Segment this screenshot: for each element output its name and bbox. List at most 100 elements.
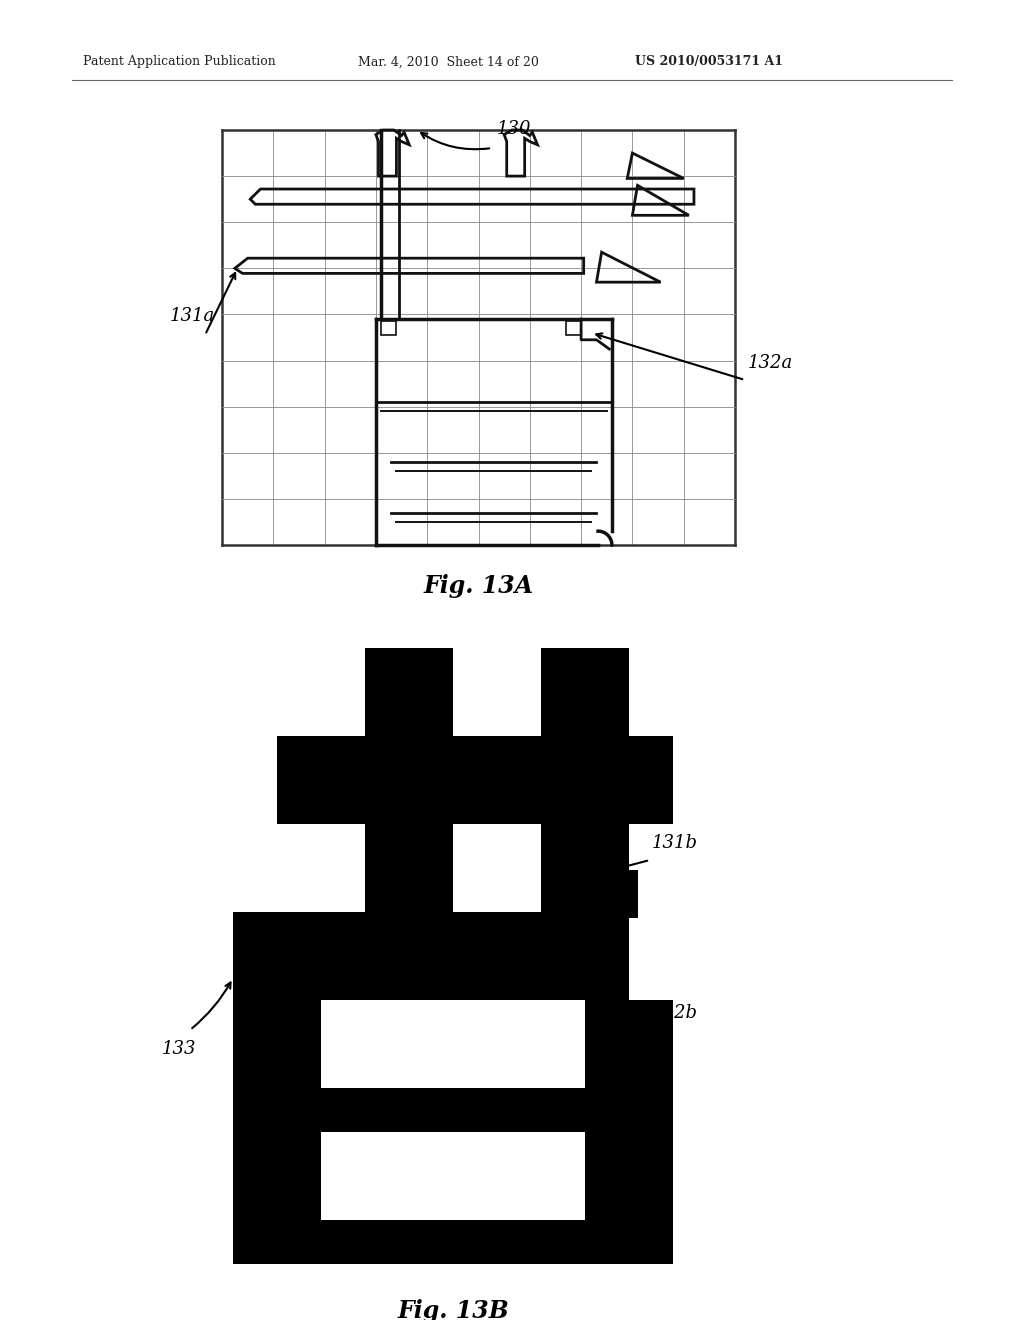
Bar	[497, 1088, 541, 1133]
Bar	[497, 780, 541, 824]
Bar	[278, 737, 321, 780]
Bar	[585, 869, 629, 912]
Bar	[365, 912, 409, 956]
Bar	[409, 956, 453, 1001]
Bar	[453, 1220, 497, 1265]
Bar	[321, 1088, 365, 1133]
Bar	[585, 1133, 629, 1176]
Text: US 2010/0053171 A1: US 2010/0053171 A1	[635, 55, 783, 69]
Bar	[585, 956, 629, 1001]
Bar	[497, 737, 541, 780]
Bar	[585, 1088, 629, 1133]
Bar	[409, 1088, 453, 1133]
Bar	[541, 780, 585, 824]
Bar	[365, 648, 409, 692]
Text: Mar. 4, 2010  Sheet 14 of 20: Mar. 4, 2010 Sheet 14 of 20	[358, 55, 539, 69]
Bar	[497, 956, 541, 1001]
Bar	[278, 780, 321, 824]
Bar	[541, 912, 585, 956]
Bar	[409, 737, 453, 780]
Bar	[233, 1220, 278, 1265]
Bar	[541, 1220, 585, 1265]
Bar	[278, 1001, 321, 1044]
Text: Patent Application Publication: Patent Application Publication	[83, 55, 275, 69]
Bar	[585, 912, 629, 956]
Bar	[233, 1088, 278, 1133]
Text: Fig. 13A: Fig. 13A	[424, 574, 534, 598]
Bar	[278, 1044, 321, 1088]
Bar	[453, 737, 497, 780]
Text: 132a: 132a	[748, 354, 794, 372]
Bar	[453, 1088, 497, 1133]
Bar	[365, 780, 409, 824]
Bar	[590, 870, 638, 917]
Bar	[321, 780, 365, 824]
Bar	[409, 869, 453, 912]
Bar	[321, 737, 365, 780]
Bar	[585, 1176, 629, 1220]
Bar	[629, 1133, 673, 1176]
Bar	[565, 321, 581, 335]
Bar	[541, 692, 585, 737]
Bar	[233, 1176, 278, 1220]
Bar	[365, 1088, 409, 1133]
Bar	[585, 1044, 629, 1088]
Bar	[365, 869, 409, 912]
Bar	[585, 780, 629, 824]
Text: 130: 130	[497, 120, 531, 139]
Bar	[278, 1220, 321, 1265]
Bar	[321, 956, 365, 1001]
Bar	[629, 780, 673, 824]
Bar	[233, 1001, 278, 1044]
Bar	[585, 737, 629, 780]
Text: 131b: 131b	[652, 834, 698, 851]
Bar	[365, 737, 409, 780]
Bar	[233, 912, 278, 956]
Bar	[629, 1044, 673, 1088]
Bar	[365, 824, 409, 869]
Bar	[541, 648, 585, 692]
Bar	[585, 1220, 629, 1265]
Bar	[233, 1133, 278, 1176]
Bar	[321, 912, 365, 956]
Bar	[278, 1088, 321, 1133]
Bar	[409, 780, 453, 824]
Bar	[278, 956, 321, 1001]
Bar	[409, 648, 453, 692]
Bar	[541, 1088, 585, 1133]
Bar	[453, 912, 497, 956]
Bar	[321, 1220, 365, 1265]
Bar	[497, 1220, 541, 1265]
Bar	[365, 956, 409, 1001]
Bar	[409, 824, 453, 869]
Bar	[585, 648, 629, 692]
Bar	[409, 1220, 453, 1265]
Bar	[409, 912, 453, 956]
Bar	[585, 692, 629, 737]
Bar	[365, 1220, 409, 1265]
Bar	[365, 692, 409, 737]
Bar	[497, 912, 541, 956]
Bar	[629, 737, 673, 780]
Text: 131a: 131a	[170, 308, 215, 325]
Bar	[541, 824, 585, 869]
Bar	[278, 912, 321, 956]
Bar	[278, 1176, 321, 1220]
Bar	[278, 1133, 321, 1176]
Bar	[629, 1176, 673, 1220]
Bar	[541, 869, 585, 912]
Bar	[233, 1044, 278, 1088]
Bar	[585, 1001, 629, 1044]
Bar	[629, 1001, 673, 1044]
Bar	[453, 956, 497, 1001]
Bar	[629, 1088, 673, 1133]
Bar	[381, 321, 396, 335]
Bar	[629, 1220, 673, 1265]
Bar	[541, 737, 585, 780]
Text: Fig. 13B: Fig. 13B	[397, 1299, 509, 1320]
Bar	[585, 824, 629, 869]
Text: 133: 133	[162, 1040, 197, 1059]
Bar	[409, 692, 453, 737]
Bar	[233, 956, 278, 1001]
Bar	[453, 780, 497, 824]
